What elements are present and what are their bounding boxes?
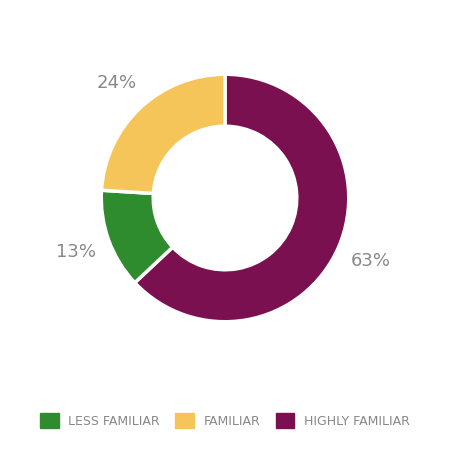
Wedge shape [102, 74, 225, 194]
Text: 24%: 24% [96, 73, 137, 91]
Wedge shape [101, 190, 173, 283]
Text: 63%: 63% [351, 252, 390, 270]
Legend: LESS FAMILIAR, FAMILIAR, HIGHLY FAMILIAR: LESS FAMILIAR, FAMILIAR, HIGHLY FAMILIAR [35, 408, 415, 433]
Wedge shape [135, 74, 349, 322]
Text: 13%: 13% [56, 243, 96, 261]
